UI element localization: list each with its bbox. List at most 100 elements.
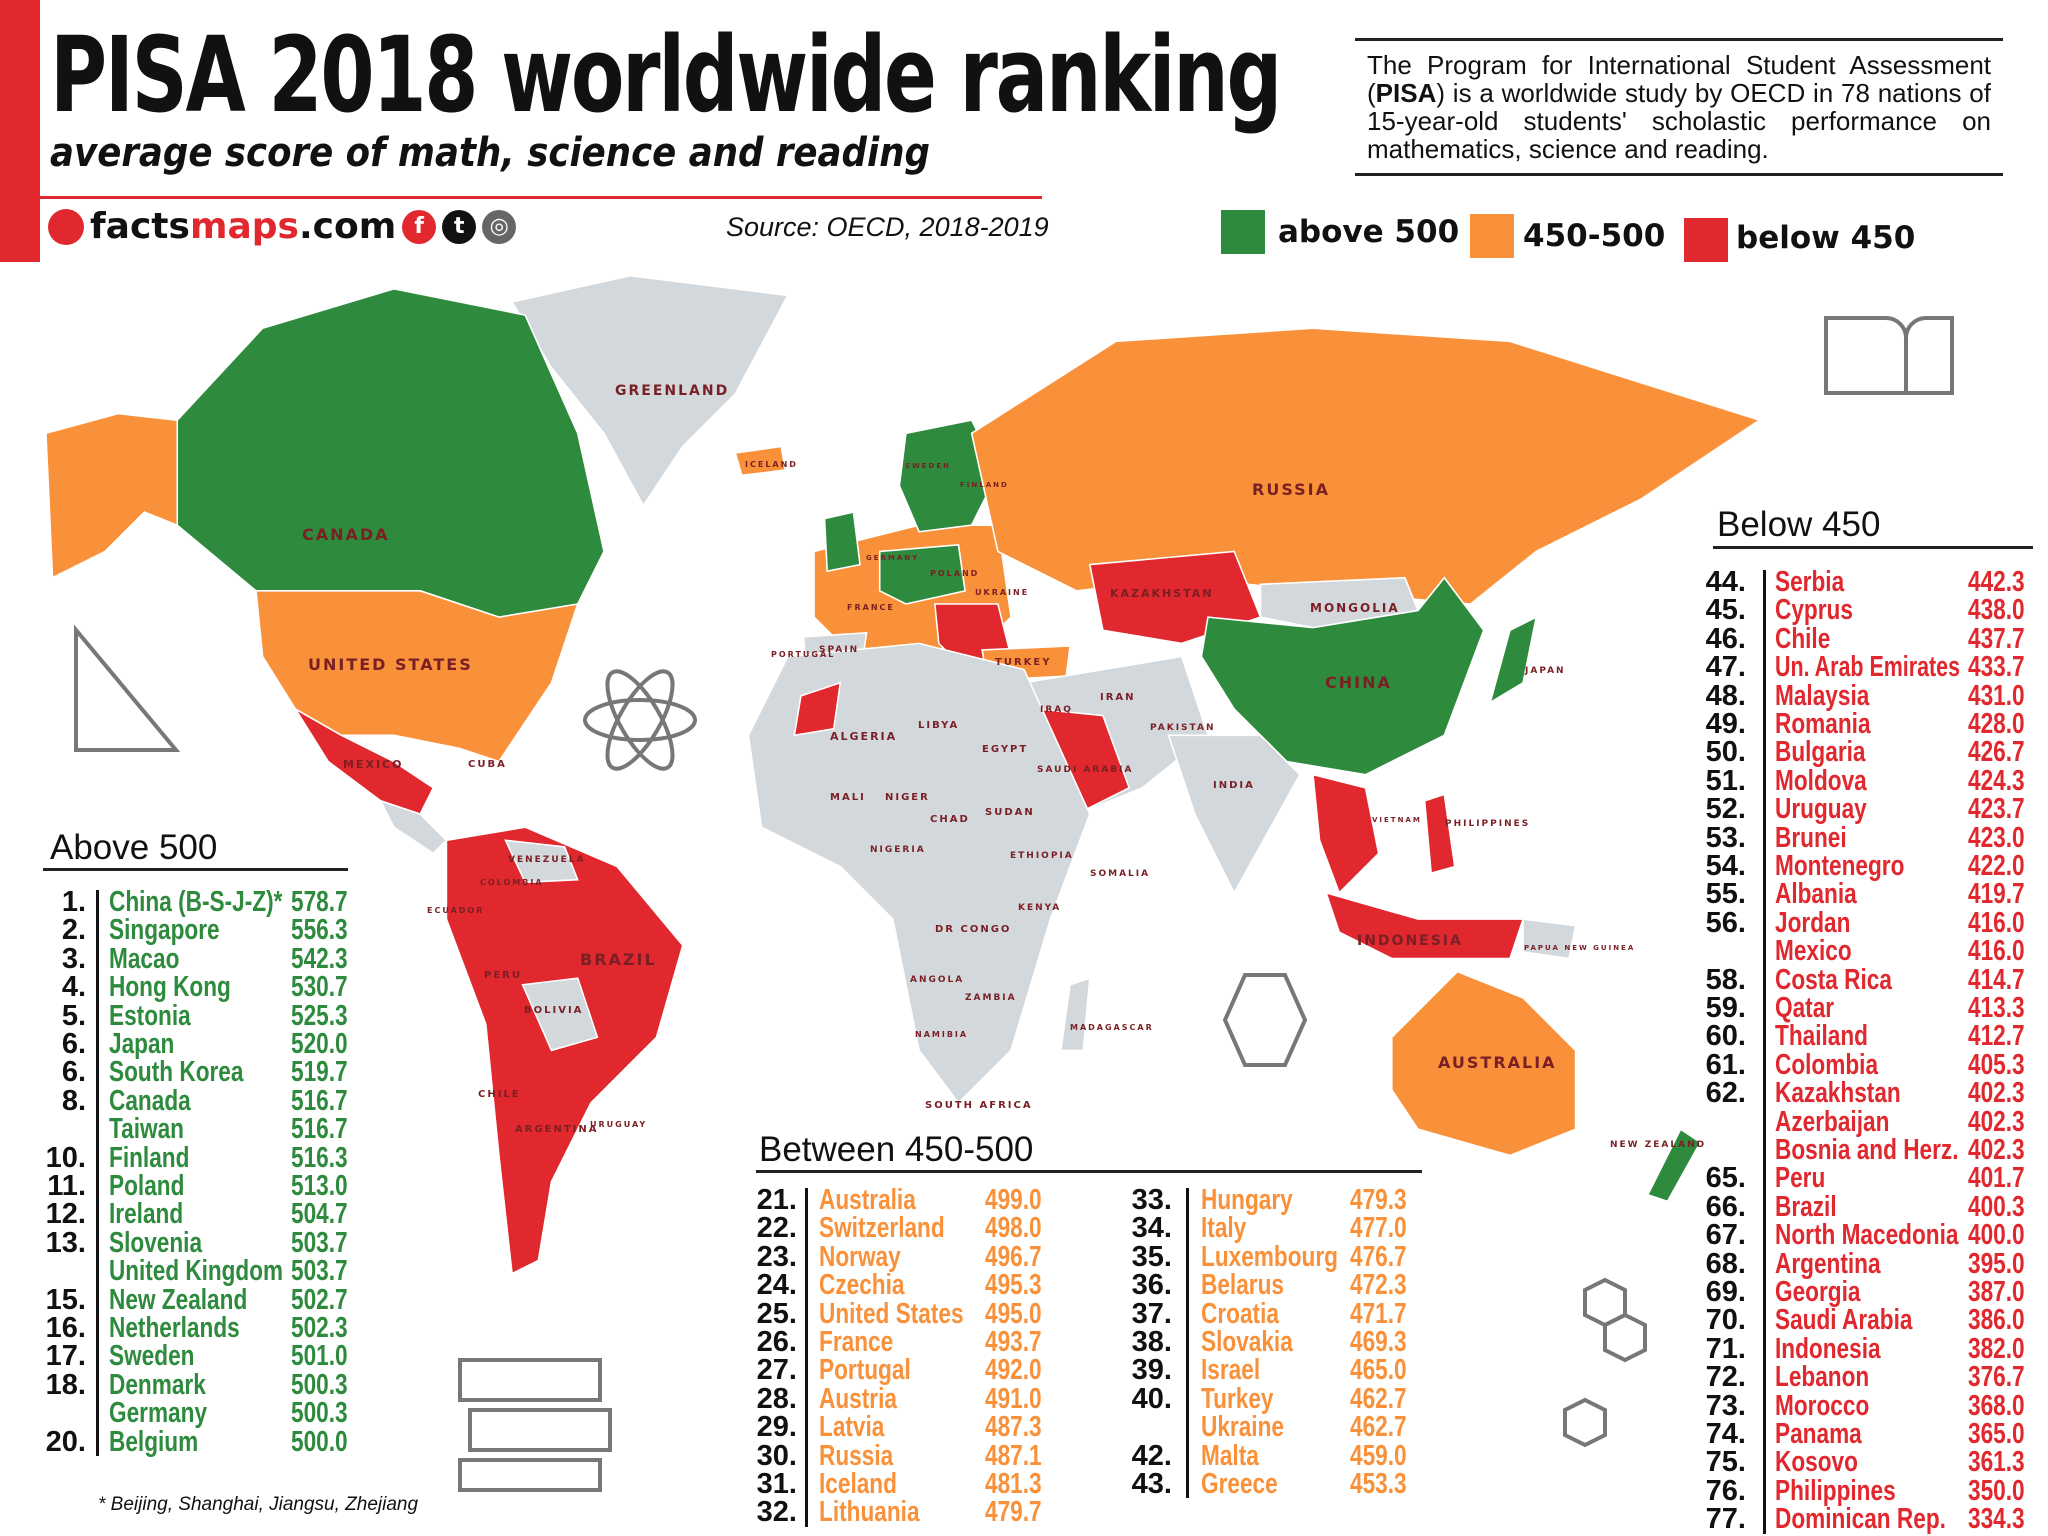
map-label: MADAGASCAR <box>1070 1023 1154 1032</box>
map-label: ZAMBIA <box>965 993 1017 1003</box>
rank: 71. <box>1705 1332 1746 1365</box>
country-name: Slovenia <box>109 1226 203 1259</box>
rank: 74. <box>1705 1418 1746 1450</box>
country-name: Azerbaijan <box>1775 1105 1890 1138</box>
score: 462.7 <box>1350 1411 1407 1444</box>
country-name: Czechia <box>819 1269 905 1302</box>
map-label: COLOMBIA <box>480 878 544 887</box>
map-label: INDONESIA <box>1357 933 1463 949</box>
map-label: PERU <box>484 970 522 981</box>
rank: 36. <box>1131 1269 1172 1302</box>
country-name: Philippines <box>1775 1474 1896 1507</box>
map-label: POLAND <box>930 569 979 578</box>
description-text: ) is a worldwide study by OECD in 78 nat… <box>1367 78 1991 164</box>
score: 504.7 <box>291 1198 348 1231</box>
region-alaska <box>45 412 179 579</box>
rank: 46. <box>1705 622 1746 655</box>
twitter-icon[interactable]: t <box>442 209 477 244</box>
rank: 24. <box>756 1269 797 1302</box>
score: 386.0 <box>1968 1304 2025 1337</box>
country-name: Netherlands <box>109 1312 240 1344</box>
rank: 66. <box>1705 1190 1746 1223</box>
score: 479.7 <box>985 1496 1042 1529</box>
region-india <box>1167 734 1301 895</box>
country-name: Singapore <box>109 914 220 947</box>
score: 578.7 <box>291 886 348 918</box>
map-label: IRAN <box>1100 692 1136 703</box>
map-label: SAUDI ARABIA <box>1037 765 1133 775</box>
score: 402.3 <box>1968 1105 2025 1138</box>
rank: 11. <box>47 1170 86 1202</box>
country-name: Morocco <box>1775 1389 1870 1422</box>
country-name: Argentina <box>1775 1247 1881 1280</box>
books-icon <box>458 1358 612 1492</box>
rank: 42. <box>1131 1439 1172 1472</box>
score: 476.7 <box>1350 1240 1407 1273</box>
country-name: Croatia <box>1201 1297 1279 1330</box>
score: 542.3 <box>291 942 348 975</box>
list-separator <box>805 1188 808 1527</box>
region-southeast-asia <box>1312 773 1380 895</box>
country-name: Saudi Arabia <box>1775 1304 1913 1337</box>
description-text: The Program for International Student As… <box>1367 50 1991 108</box>
score: 462.7 <box>1350 1382 1407 1415</box>
score: 501.0 <box>291 1340 348 1373</box>
score: 416.0 <box>1968 935 2025 968</box>
region-africa <box>747 642 1091 1105</box>
country-name: United States <box>819 1297 964 1330</box>
score: 402.3 <box>1968 1134 2025 1166</box>
score: 503.7 <box>291 1255 348 1288</box>
map-label: SOMALIA <box>1090 869 1150 879</box>
score: 519.7 <box>291 1056 348 1089</box>
rank: 15. <box>45 1283 86 1316</box>
country-name: Bulgaria <box>1775 736 1866 769</box>
map-label: AUSTRALIA <box>1438 1053 1557 1072</box>
rank: 47. <box>1705 651 1746 684</box>
score: 491.0 <box>985 1382 1042 1415</box>
map-label: SUDAN <box>985 807 1035 818</box>
country-name: Australia <box>819 1184 916 1216</box>
rank: 23. <box>756 1240 797 1273</box>
score: 400.3 <box>1968 1190 2025 1223</box>
region-philippines <box>1423 793 1456 875</box>
map-label: CUBA <box>468 759 507 770</box>
map-label: BRAZIL <box>580 950 657 969</box>
map-label: JAPAN <box>1524 666 1566 676</box>
rank: 10. <box>45 1141 86 1174</box>
rank: 20. <box>45 1425 86 1458</box>
divider <box>40 196 1042 199</box>
country-name: Lithuania <box>819 1496 920 1529</box>
source-note: Source: OECD, 2018-2019 <box>726 212 1049 242</box>
rank: 40. <box>1131 1382 1172 1415</box>
list-separator <box>1186 1188 1189 1499</box>
accent-bar <box>0 0 40 262</box>
country-name: Germany <box>109 1397 208 1430</box>
score: 502.3 <box>291 1312 348 1344</box>
country-name: Italy <box>1201 1212 1247 1245</box>
country-name: Finland <box>109 1141 190 1174</box>
map-label: RUSSIA <box>1252 480 1330 499</box>
map-label: UKRAINE <box>975 588 1029 597</box>
score: 453.3 <box>1350 1468 1407 1500</box>
country-name: Un. Arab Emirates <box>1775 651 1960 684</box>
score: 500.3 <box>291 1368 348 1401</box>
instagram-icon[interactable]: ◎ <box>482 209 517 244</box>
country-name: Dominican Rep. <box>1775 1503 1946 1536</box>
country-name: Hong Kong <box>109 971 231 1004</box>
facebook-icon[interactable]: f <box>402 209 437 244</box>
score: 530.7 <box>291 971 348 1004</box>
rank: 29. <box>756 1411 797 1444</box>
map-label: MALI <box>830 792 866 803</box>
score: 437.7 <box>1968 622 2025 655</box>
score: 442.3 <box>1968 566 2025 598</box>
rank: 34. <box>1131 1212 1172 1245</box>
score: 412.7 <box>1968 1020 2025 1053</box>
divider <box>756 1170 1422 1173</box>
legend-swatch-above <box>1221 210 1265 254</box>
map-label: MEXICO <box>343 758 403 771</box>
page-subtitle: average score of math, science and readi… <box>50 130 930 176</box>
country-name: Iceland <box>819 1468 897 1500</box>
rank: 31. <box>756 1468 797 1500</box>
rank: 48. <box>1705 679 1746 712</box>
